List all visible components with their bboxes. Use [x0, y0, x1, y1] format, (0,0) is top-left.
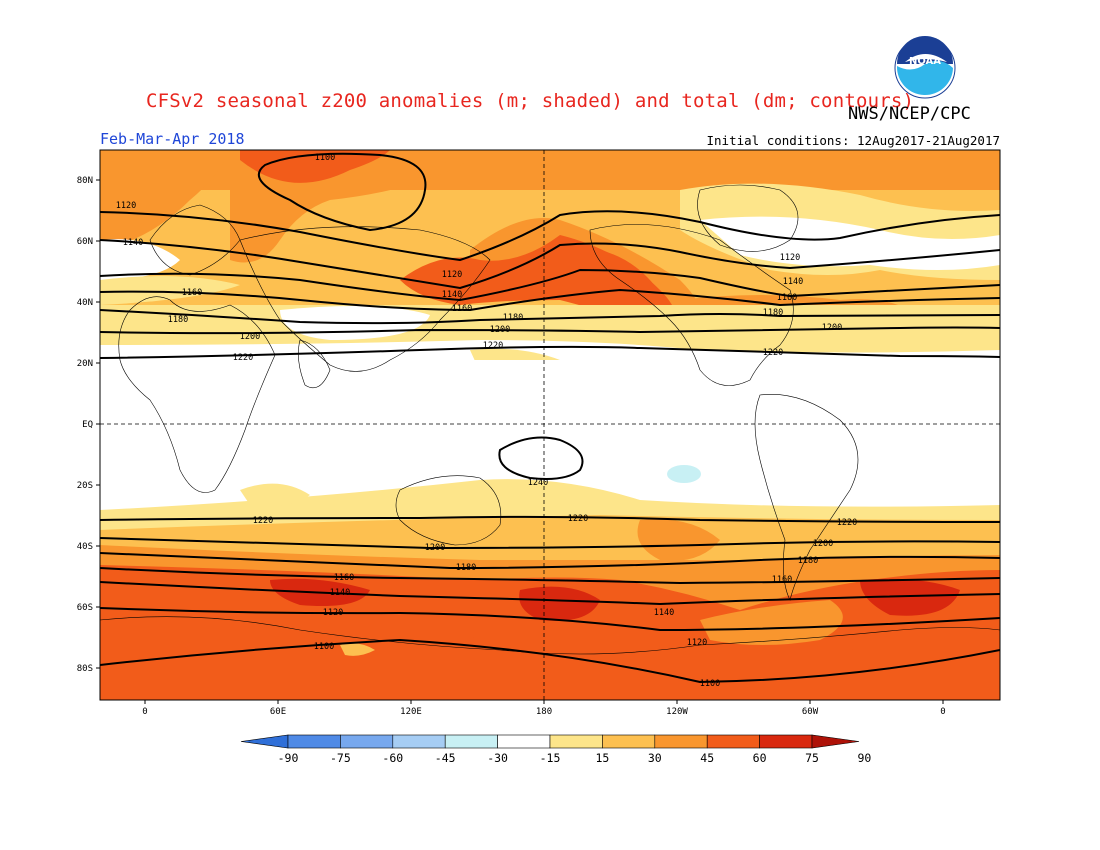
lon-label: 0	[142, 707, 147, 717]
contour-label: 1200	[240, 332, 260, 342]
contour-label: 1140	[123, 238, 143, 248]
map-frame	[99, 149, 1001, 701]
contour-label: 1160	[777, 293, 797, 303]
lat-label: EQ	[82, 420, 93, 430]
contour-label: 1140	[654, 608, 674, 618]
contour-label: 1120	[442, 270, 462, 280]
colorbar-label: -15	[540, 751, 561, 765]
contour-label: 1180	[456, 563, 476, 573]
noaa-logo: NOAA	[894, 36, 956, 99]
lat-label: 20S	[77, 481, 93, 491]
colorbar-segment	[340, 734, 394, 749]
lon-label: 120W	[666, 707, 688, 717]
contour-label: 1120	[323, 608, 343, 618]
colorbar-segment	[287, 734, 341, 749]
colorbar-label: 30	[648, 751, 662, 765]
colorbar-label: 90	[857, 751, 871, 765]
lat-label: 80S	[77, 664, 93, 674]
initial-conditions: Initial conditions: 12Aug2017-21Aug2017	[706, 133, 1001, 148]
chart-title: CFSv2 seasonal z200 anomalies (m; shaded…	[146, 90, 915, 112]
contour-label: 1220	[568, 514, 588, 524]
lat-label: 40N	[77, 298, 93, 308]
colorbar-segment	[811, 734, 860, 749]
contour-label: 1100	[314, 642, 334, 652]
colorbar-label: 75	[805, 751, 819, 765]
contour-label: 1100	[315, 153, 335, 163]
contour-label: 1120	[687, 638, 707, 648]
colorbar: -90 -75 -60 -45 -30 -15 15 30 45 60 75 90	[240, 734, 871, 765]
forecast-period: Feb-Mar-Apr 2018	[100, 130, 245, 148]
contour-label: 1200	[425, 543, 445, 553]
contour-label: 1140	[783, 277, 803, 287]
colorbar-label: -90	[278, 751, 299, 765]
contour-label: 1120	[116, 201, 136, 211]
colorbar-segment	[240, 734, 289, 749]
contour-label: 1140	[330, 588, 350, 598]
contour-labels: 1100 1120 1140 1160 1180 1200 1220 1120 …	[116, 153, 857, 689]
colorbar-label: 60	[753, 751, 767, 765]
contour-label: 1220	[837, 518, 857, 528]
longitude-axis: 0 60E 120E 180 120W 60W 0	[142, 700, 946, 717]
lon-label: 60E	[270, 707, 286, 717]
contour-label: 1200	[490, 325, 510, 335]
contour-label: 1180	[798, 556, 818, 566]
colorbar-segment	[602, 734, 656, 749]
contour-label: 1160	[182, 288, 202, 298]
lat-label: 60S	[77, 603, 93, 613]
contour-label: 1140	[442, 290, 462, 300]
colorbar-label: -30	[487, 751, 508, 765]
colorbar-label: -60	[382, 751, 403, 765]
colorbar-segment	[654, 734, 708, 749]
contour-label: 1220	[483, 341, 503, 351]
lon-label: 60W	[802, 707, 819, 717]
contour-label: 1160	[452, 304, 472, 314]
lat-label: 60N	[77, 237, 93, 247]
contour-label: 1160	[334, 573, 354, 583]
colorbar-label: 15	[595, 751, 609, 765]
colorbar-segment	[392, 734, 446, 749]
agency-label: NWS/NCEP/CPC	[848, 104, 971, 124]
height-contours	[100, 152, 1000, 684]
contour-label: 1220	[233, 353, 253, 363]
anomaly-shading: 1100 1120 1140 1160 1180 1200 1220 1120 …	[100, 150, 1000, 700]
contour-label: 1180	[503, 313, 523, 323]
contour-label: 1200	[822, 323, 842, 333]
contour-label: 1160	[772, 575, 792, 585]
contour-label: 1200	[813, 539, 833, 549]
noaa-logo-text: NOAA	[909, 56, 941, 67]
colorbar-segment	[706, 734, 760, 749]
colorbar-label: 45	[700, 751, 714, 765]
latitude-axis: 80N 60N 40N 20N EQ 20S 40S 60S 80S	[77, 176, 100, 674]
colorbar-segment	[497, 734, 551, 749]
contour-label: 1180	[168, 315, 188, 325]
contour-label: 1100	[700, 679, 720, 689]
coastlines	[100, 184, 1000, 655]
colorbar-segment	[549, 734, 603, 749]
contour-label: 1180	[763, 308, 783, 318]
lon-label: 180	[536, 707, 552, 717]
lat-label: 40S	[77, 542, 93, 552]
lat-label: 20N	[77, 359, 93, 369]
colorbar-segment	[759, 734, 813, 749]
colorbar-segment	[444, 734, 498, 749]
contour-label: 1120	[780, 253, 800, 263]
lat-label: 80N	[77, 176, 93, 186]
contour-label: 1240	[528, 478, 548, 488]
colorbar-label: -45	[435, 751, 456, 765]
contour-label: 1220	[763, 348, 783, 358]
contour-label: 1220	[253, 516, 273, 526]
lon-label: 0	[940, 707, 945, 717]
colorbar-label: -75	[330, 751, 351, 765]
lon-label: 120E	[400, 707, 422, 717]
